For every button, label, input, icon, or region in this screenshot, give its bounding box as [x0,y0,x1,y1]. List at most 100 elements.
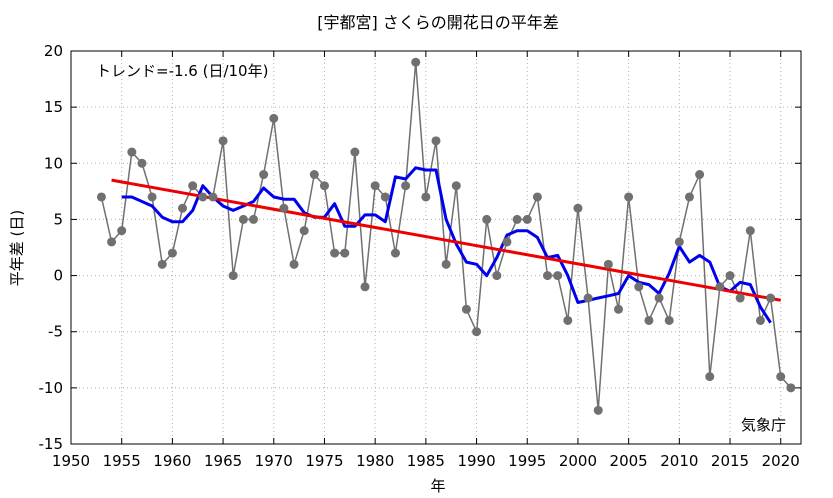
data-point [401,181,411,191]
data-point [583,293,593,303]
data-point [360,282,370,292]
data-point [644,315,654,325]
y-tick-label: -10 [39,379,64,397]
y-tick-label: 20 [44,42,63,60]
data-point [451,181,461,191]
x-tick-label: 2015 [711,452,749,470]
data-point [289,259,299,269]
x-tick-label: 1955 [103,452,141,470]
data-point [319,181,329,191]
x-tick-label: 1995 [508,452,546,470]
data-point [705,372,715,382]
data-point [431,136,441,146]
plot-frame [70,50,802,445]
data-point [563,315,573,325]
x-tick-label: 2000 [559,452,597,470]
x-tick-label: 1990 [457,452,495,470]
data-point [340,248,350,258]
series-moving-average-line [121,166,772,324]
data-point [522,214,532,224]
data-point [107,237,117,247]
data-point [624,192,634,202]
data-point [786,383,796,393]
data-point [218,136,228,146]
data-point [766,293,776,303]
data-point [137,158,147,168]
data-point [512,214,522,224]
data-point [330,248,340,258]
data-point [117,226,127,236]
data-point [178,203,188,213]
y-tick-label: 15 [44,98,63,116]
data-point [573,203,583,213]
data-point [543,271,553,281]
x-tick-label: 2005 [610,452,648,470]
x-tick-label: 2010 [660,452,698,470]
data-point [502,237,512,247]
trend-label: トレンド=-1.6 (日/10年) [96,62,268,80]
source-label: 気象庁 [741,416,786,434]
data-point [755,315,765,325]
data-point [188,181,198,191]
x-tick-label: 1980 [356,452,394,470]
data-point [674,237,684,247]
data-point [309,170,319,180]
data-point [472,327,482,337]
plot-series [96,57,796,415]
data-point [482,214,492,224]
series-annual-line [100,62,792,411]
x-tick-label: 1985 [407,452,445,470]
y-tick-label: 10 [44,154,63,172]
y-tick-label: -5 [48,323,63,341]
data-point [776,372,786,382]
data-point [715,282,725,292]
data-point [380,192,390,202]
data-point [167,248,177,258]
data-point [603,259,613,269]
data-point [553,271,563,281]
x-tick-label: 1965 [204,452,242,470]
y-tick-label: 5 [53,210,63,228]
data-point [198,192,208,202]
data-point [532,192,542,202]
data-point [745,226,755,236]
data-point [370,181,380,191]
data-point [654,293,664,303]
data-point [259,170,269,180]
data-point [127,147,137,157]
data-point [157,259,167,269]
data-point [725,271,735,281]
data-point [735,293,745,303]
data-point [411,57,421,67]
data-point [208,192,218,202]
data-point [299,226,309,236]
data-point [461,304,471,314]
data-point [664,315,674,325]
data-point [421,192,431,202]
x-tick-label: 1970 [255,452,293,470]
data-point [238,214,248,224]
data-point [614,304,623,314]
data-point [249,214,258,224]
data-point [695,170,705,180]
data-point [96,192,106,202]
y-axis-title: 平年差 (日) [8,210,26,286]
data-point [593,405,603,415]
y-tick-label: -15 [39,435,64,453]
x-tick-label: 1975 [305,452,343,470]
x-axis: 1950 1955 1960 1965 1970 1975 1980 1985 1990 1995… [52,51,800,470]
x-tick-label: 1950 [52,452,90,470]
data-point [147,192,157,202]
data-point [279,203,289,213]
x-tick-label: 2020 [762,452,800,470]
x-axis-title: 年 [430,477,445,495]
data-point [269,113,279,123]
data-point [228,271,238,281]
data-point [390,248,400,258]
data-point [350,147,360,157]
series-trend-line [111,178,781,302]
x-tick-label: 1960 [153,452,191,470]
data-point [441,259,451,269]
data-point [492,271,502,281]
